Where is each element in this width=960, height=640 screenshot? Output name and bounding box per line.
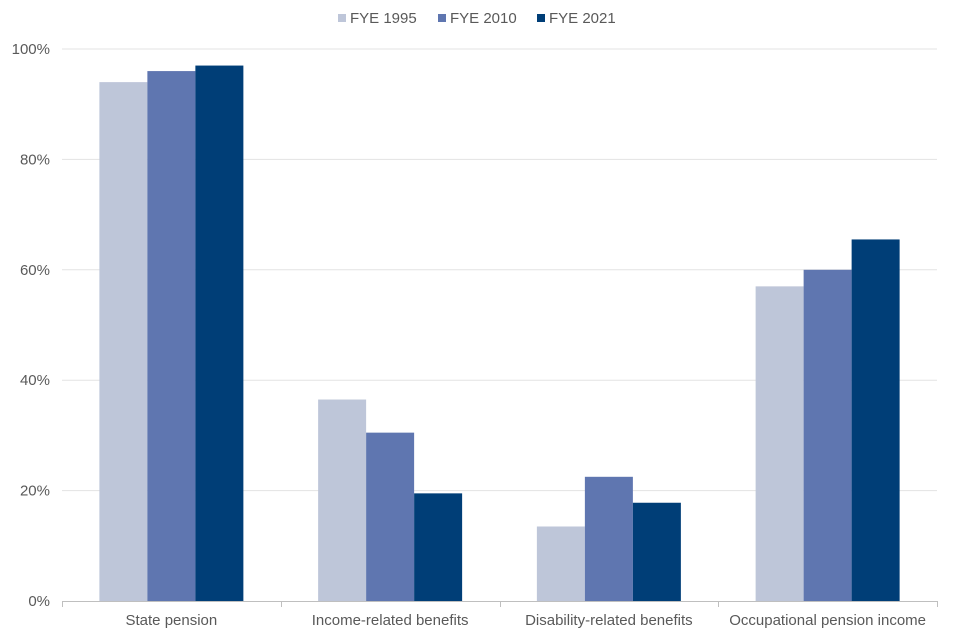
bar xyxy=(584,476,633,601)
axes xyxy=(62,601,938,607)
bar xyxy=(318,399,367,601)
legend-swatch xyxy=(338,14,346,22)
bar xyxy=(755,286,804,601)
legend: FYE 1995 FYE 2010 FYE 2021 xyxy=(338,10,616,27)
bar xyxy=(99,82,148,602)
y-tick-label: 0% xyxy=(28,593,50,610)
bar xyxy=(632,502,681,601)
legend-label: FYE 1995 xyxy=(350,10,417,27)
bar xyxy=(366,432,415,601)
legend-label: FYE 2021 xyxy=(549,10,616,27)
bar xyxy=(195,65,244,601)
legend-swatch xyxy=(537,14,545,22)
y-tick-label: 40% xyxy=(20,372,50,389)
x-tick-label: Occupational pension income xyxy=(729,612,926,629)
bar xyxy=(414,493,463,601)
bar xyxy=(536,526,585,601)
x-tick-label: Disability-related benefits xyxy=(525,612,693,629)
y-axis-tick-labels: 0% 20% 40% 60% 80% 100% xyxy=(12,41,50,610)
legend-swatch xyxy=(438,14,446,22)
x-tick-label: State pension xyxy=(126,612,218,629)
legend-label: FYE 2010 xyxy=(450,10,517,27)
x-axis-tick-labels: State pension Income-related benefits Disa… xyxy=(126,612,927,629)
y-tick-label: 60% xyxy=(20,262,50,279)
x-tick-label: Income-related benefits xyxy=(312,612,469,629)
bars xyxy=(99,65,900,602)
y-tick-label: 20% xyxy=(20,483,50,500)
bar xyxy=(147,71,196,601)
bar xyxy=(851,239,900,601)
y-tick-label: 100% xyxy=(12,41,50,58)
bar xyxy=(803,269,852,601)
y-tick-label: 80% xyxy=(20,151,50,168)
